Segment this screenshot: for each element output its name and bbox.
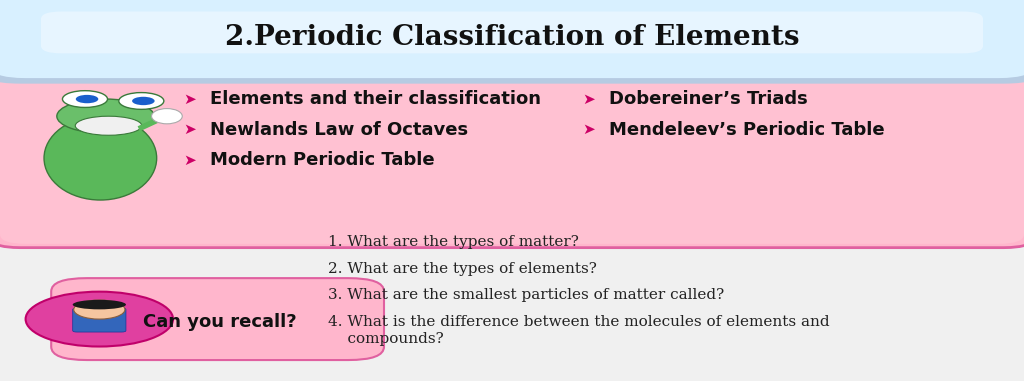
Text: 2.Periodic Classification of Elements: 2.Periodic Classification of Elements (224, 24, 800, 51)
Ellipse shape (57, 99, 155, 133)
FancyBboxPatch shape (41, 11, 983, 53)
Text: Mendeleev’s Periodic Table: Mendeleev’s Periodic Table (609, 120, 885, 139)
Circle shape (76, 95, 98, 103)
Text: 2. What are the types of elements?: 2. What are the types of elements? (328, 262, 597, 275)
Text: Modern Periodic Table: Modern Periodic Table (210, 151, 434, 169)
Ellipse shape (44, 116, 157, 200)
Text: compounds?: compounds? (328, 332, 443, 346)
Text: ➤: ➤ (183, 152, 196, 168)
FancyBboxPatch shape (73, 308, 126, 332)
Ellipse shape (152, 109, 182, 124)
Text: 4. What is the difference between the molecules of elements and: 4. What is the difference between the mo… (328, 315, 829, 329)
Text: ➤: ➤ (183, 91, 196, 107)
Text: Dobereiner’s Triads: Dobereiner’s Triads (609, 90, 808, 108)
Circle shape (26, 292, 173, 347)
Text: Can you recall?: Can you recall? (143, 313, 297, 331)
Text: ➤: ➤ (583, 91, 595, 107)
Ellipse shape (73, 300, 126, 309)
Text: 3. What are the smallest particles of matter called?: 3. What are the smallest particles of ma… (328, 288, 724, 302)
Ellipse shape (76, 116, 141, 135)
Text: ➤: ➤ (183, 122, 196, 137)
Text: Elements and their classification: Elements and their classification (210, 90, 541, 108)
Circle shape (132, 97, 155, 105)
FancyBboxPatch shape (0, 50, 1024, 248)
FancyBboxPatch shape (0, 0, 1024, 82)
FancyBboxPatch shape (0, 53, 1024, 244)
FancyBboxPatch shape (0, 0, 1024, 78)
Text: 1. What are the types of matter?: 1. What are the types of matter? (328, 235, 579, 249)
Circle shape (62, 91, 108, 107)
Circle shape (119, 93, 164, 109)
FancyBboxPatch shape (51, 278, 384, 360)
Circle shape (74, 300, 125, 319)
Text: ➤: ➤ (583, 122, 595, 137)
Text: Newlands Law of Octaves: Newlands Law of Octaves (210, 120, 468, 139)
